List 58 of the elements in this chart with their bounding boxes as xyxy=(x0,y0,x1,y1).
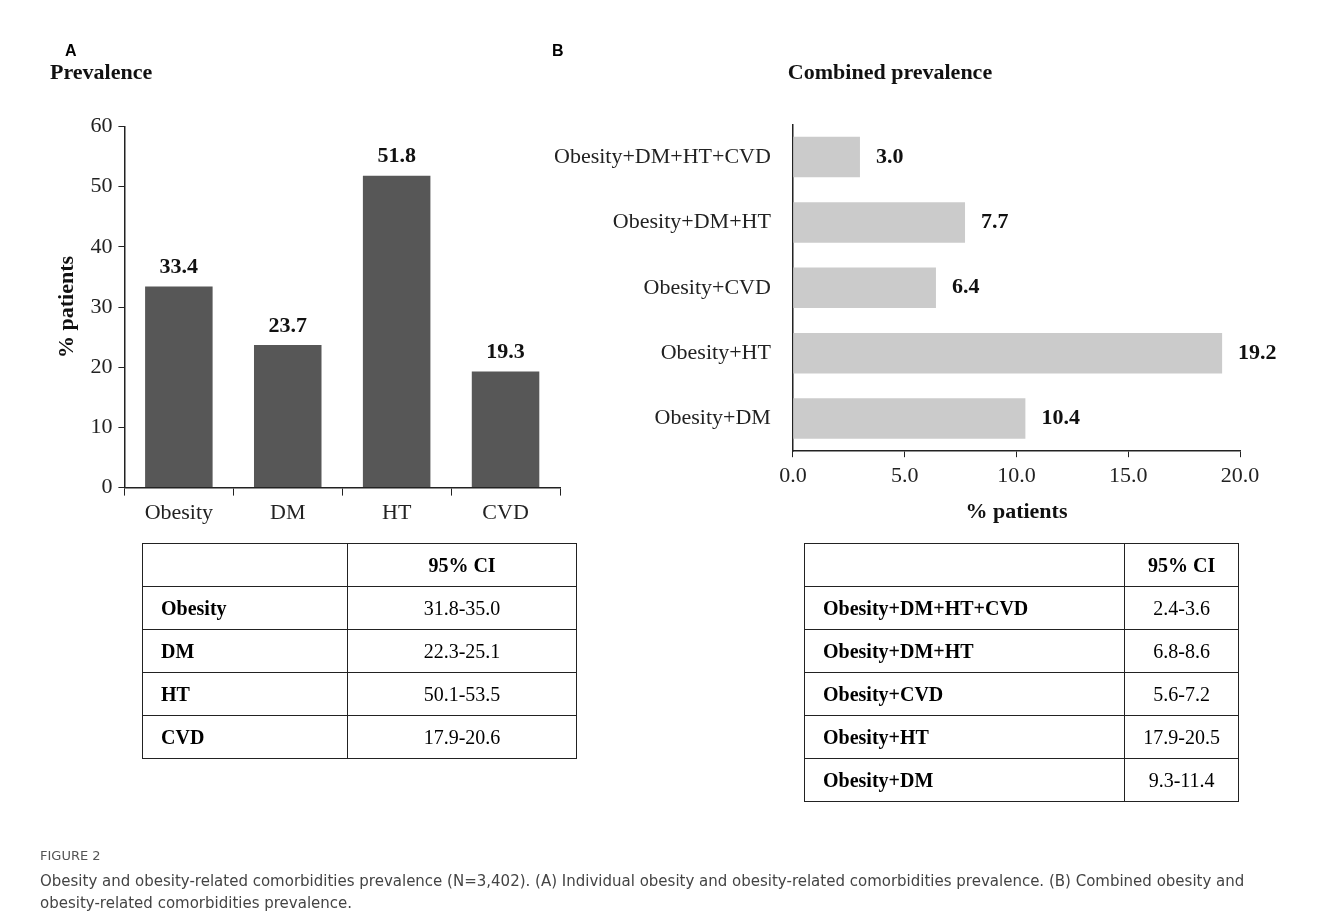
category-label: Obesity+DM+HT xyxy=(823,639,974,662)
data-label: 7.7 xyxy=(981,208,1009,234)
text: 5.6-7.2 xyxy=(1124,672,1239,716)
data-label: 33.4 xyxy=(159,253,199,279)
data-label: 51.8 xyxy=(377,142,416,168)
chart-title: Combined prevalence xyxy=(787,58,993,84)
text: 17.9-20.6 xyxy=(347,715,577,759)
text: A xyxy=(65,42,77,60)
category-label: Obesity xyxy=(161,596,227,619)
x-tick-label: 0.0 xyxy=(779,462,807,488)
y-tick-label: Obesity+DM+HT xyxy=(612,208,772,234)
y-tick-label: 30 xyxy=(90,292,113,318)
category-label: CVD xyxy=(161,725,205,748)
y-tick-label: 60 xyxy=(90,112,113,138)
text: 6.8-8.6 xyxy=(1124,629,1239,673)
y-tick-label: 50 xyxy=(90,172,113,198)
text: B xyxy=(552,42,564,60)
text: 95% CI xyxy=(347,543,577,587)
text: 31.8-35.0 xyxy=(347,586,577,630)
category-label: Obesity+CVD xyxy=(823,682,944,705)
data-label: 6.4 xyxy=(951,273,980,299)
data-label: 10.4 xyxy=(1041,404,1080,430)
category-label: DM xyxy=(161,639,195,662)
x-tick-label: DM xyxy=(270,498,306,524)
text: 2.4-3.6 xyxy=(1124,586,1239,630)
category-label: Obesity+DM+HT+CVD xyxy=(823,596,1029,619)
x-tick-label: HT xyxy=(381,498,412,524)
y-tick-label: 0 xyxy=(101,473,113,499)
y-tick-label: Obesity+HT xyxy=(660,338,772,364)
text: 9.3-11.4 xyxy=(1124,758,1239,802)
data-label: 19.3 xyxy=(486,338,525,364)
data-label: 19.2 xyxy=(1238,338,1277,364)
x-tick-label: 20.0 xyxy=(1220,462,1260,488)
caption: FIGURE 2 xyxy=(40,848,101,863)
category-label: Obesity+DM xyxy=(823,768,934,791)
text: 22.3-25.1 xyxy=(347,629,577,673)
category-label: HT xyxy=(161,682,190,705)
y-tick-label: 10 xyxy=(90,413,113,439)
text: 17.9-20.5 xyxy=(1124,715,1239,759)
y-tick-label: 20 xyxy=(90,352,113,378)
text: Obesity and obesity-related comorbidities prevalence (N=3,402). (A) Individual obesity and obesity-related comorbidities prevalence. (B) Combined obesity and obesity-related comorbidities prevalence. xyxy=(40,871,1246,914)
y-tick-label: Obesity+CVD xyxy=(643,273,771,299)
y-tick-label: 40 xyxy=(90,232,113,258)
x-tick-label: Obesity xyxy=(144,498,214,524)
y-axis-title: % patients xyxy=(52,255,78,359)
x-tick-label: 15.0 xyxy=(1108,462,1148,488)
x-tick-label: CVD xyxy=(482,498,529,524)
text: 95% CI xyxy=(1124,543,1239,587)
y-tick-label: Obesity+DM xyxy=(654,404,771,430)
x-axis-title: % patients xyxy=(965,498,1068,524)
y-tick-label: Obesity+DM+HT+CVD xyxy=(553,142,771,168)
x-tick-label: 5.0 xyxy=(890,462,919,488)
chart-title: Prevalence xyxy=(50,58,153,84)
x-tick-label: 10.0 xyxy=(997,462,1036,488)
category-label: Obesity+HT xyxy=(823,725,929,748)
data-label: 23.7 xyxy=(268,311,307,337)
data-label: 3.0 xyxy=(875,142,904,168)
text: 50.1-53.5 xyxy=(347,672,577,716)
